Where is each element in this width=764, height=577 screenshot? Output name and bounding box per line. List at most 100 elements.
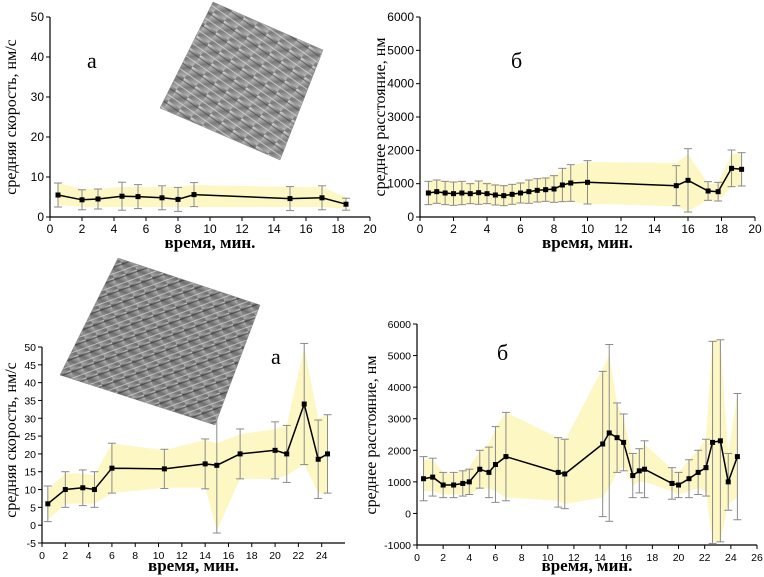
y-axis-label: среднее расстояние, нм — [372, 38, 389, 197]
y-tick-label: 6000 — [388, 319, 412, 331]
x-tick-label: 14 — [594, 552, 606, 564]
data-point — [202, 461, 208, 467]
y-tick-label: 5 — [30, 502, 36, 514]
data-point — [159, 195, 165, 201]
data-point — [685, 177, 691, 183]
data-point — [161, 466, 167, 472]
data-point — [509, 191, 515, 197]
data-point — [80, 485, 86, 491]
data-point — [636, 468, 642, 474]
data-point — [301, 401, 307, 407]
data-point — [459, 190, 465, 196]
data-point — [559, 182, 565, 188]
x-tick-label: 24 — [725, 552, 737, 564]
panel-top-right: 0 2 4 6 8 10 12 14 16 18 20 0 1000 2000 3000 4000 5000 60… — [372, 10, 762, 252]
x-tick-label: 20 — [363, 222, 377, 236]
x-tick-label: 12 — [614, 222, 628, 236]
data-point — [466, 479, 472, 485]
data-point — [492, 461, 498, 467]
series-line — [423, 431, 739, 486]
x-tick-label: 10 — [542, 552, 554, 564]
data-point — [476, 190, 482, 196]
y-tick-label: 10 — [24, 485, 36, 497]
data-point — [477, 466, 483, 472]
data-point — [451, 482, 457, 488]
data-point — [600, 441, 606, 447]
data-point — [135, 194, 141, 200]
y-tick-label: 3000 — [387, 110, 414, 124]
panel-bottom-left: 0 2 4 6 8 10 12 14 16 18 20 22 24-505101520253035404… — [3, 257, 345, 575]
data-point — [606, 430, 612, 436]
y-tick-label: 0 — [30, 520, 36, 532]
x-tick-label: 8 — [175, 222, 182, 236]
y-tick-label: 4000 — [387, 77, 414, 91]
panel-letter-a-bottom: а — [271, 344, 281, 369]
data-point — [430, 474, 436, 480]
y-tick-label: 1000 — [387, 177, 414, 191]
data-point — [440, 482, 446, 488]
data-point — [451, 191, 456, 197]
x-tick-label: 0 — [414, 552, 420, 564]
data-point — [191, 192, 197, 198]
y-tick-label: 20 — [31, 130, 45, 144]
x-tick-label: 18 — [647, 552, 659, 564]
x-tick-label: 2 — [62, 550, 68, 562]
data-point — [501, 193, 507, 199]
x-tick-label: 10 — [581, 222, 595, 236]
data-point — [729, 165, 735, 171]
data-point — [79, 197, 85, 203]
y-tick-label: 5000 — [387, 43, 414, 57]
data-point — [543, 187, 549, 193]
data-point — [710, 439, 716, 445]
y-tick-label: 2000 — [387, 143, 414, 157]
data-point — [119, 193, 125, 199]
y-tick-label: 50 — [24, 342, 36, 354]
y-tick-label: 20 — [24, 449, 36, 461]
data-point — [717, 438, 723, 444]
data-point — [95, 196, 101, 202]
x-tick-label: 4 — [484, 222, 491, 236]
x-tick-label: 2 — [450, 222, 457, 236]
data-point — [562, 471, 568, 477]
y-tick-label: 5000 — [388, 351, 412, 363]
data-point — [287, 196, 293, 202]
x-tick-label: 16 — [620, 552, 632, 564]
panel-letter-b-bottom: б — [497, 340, 508, 365]
panel-bottom-right: 0 2 4 6 8 10 12 14 16 18 20 22 24 26-1000010002000300… — [363, 319, 763, 575]
data-point — [673, 183, 679, 189]
y-tick-label: 6000 — [387, 10, 414, 24]
x-tick-label: 0 — [47, 222, 54, 236]
y-tick-label: 45 — [24, 360, 36, 372]
data-point — [725, 479, 731, 485]
x-tick-label: 20 — [748, 222, 762, 236]
data-point — [91, 487, 97, 493]
y-axis-label: средняя скорость, нм/с — [3, 39, 20, 195]
x-tick-label: 4 — [111, 222, 118, 236]
data-point — [630, 473, 636, 479]
data-point — [642, 466, 648, 472]
x-tick-label: 8 — [132, 550, 138, 562]
y-tick-label: 40 — [24, 378, 36, 390]
confidence-band — [423, 339, 738, 542]
x-tick-label: 12 — [176, 550, 188, 562]
x-tick-label: 14 — [267, 222, 281, 236]
data-point — [55, 192, 61, 198]
confidence-band — [47, 347, 328, 531]
data-point — [526, 189, 532, 195]
x-tick-label: 4 — [466, 552, 472, 564]
x-tick-label: 6 — [517, 222, 524, 236]
y-tick-label: 30 — [31, 90, 45, 104]
data-point — [434, 189, 440, 195]
data-point — [62, 487, 68, 493]
x-tick-label: 18 — [331, 222, 345, 236]
afm-image-top — [159, 1, 324, 161]
y-tick-label: 0 — [407, 210, 414, 224]
y-tick-label: 4000 — [388, 382, 412, 394]
data-point — [555, 469, 561, 475]
y-axis-label: средняя скорость, нм/с — [3, 362, 20, 518]
data-point — [621, 439, 627, 445]
panel-top-left: 0 2 4 6 8 10 12 14 16 18 20 0 10 20 30 40 50 время, мин. с… — [3, 1, 377, 252]
data-point — [695, 469, 701, 475]
x-tick-label: 20 — [673, 552, 685, 564]
